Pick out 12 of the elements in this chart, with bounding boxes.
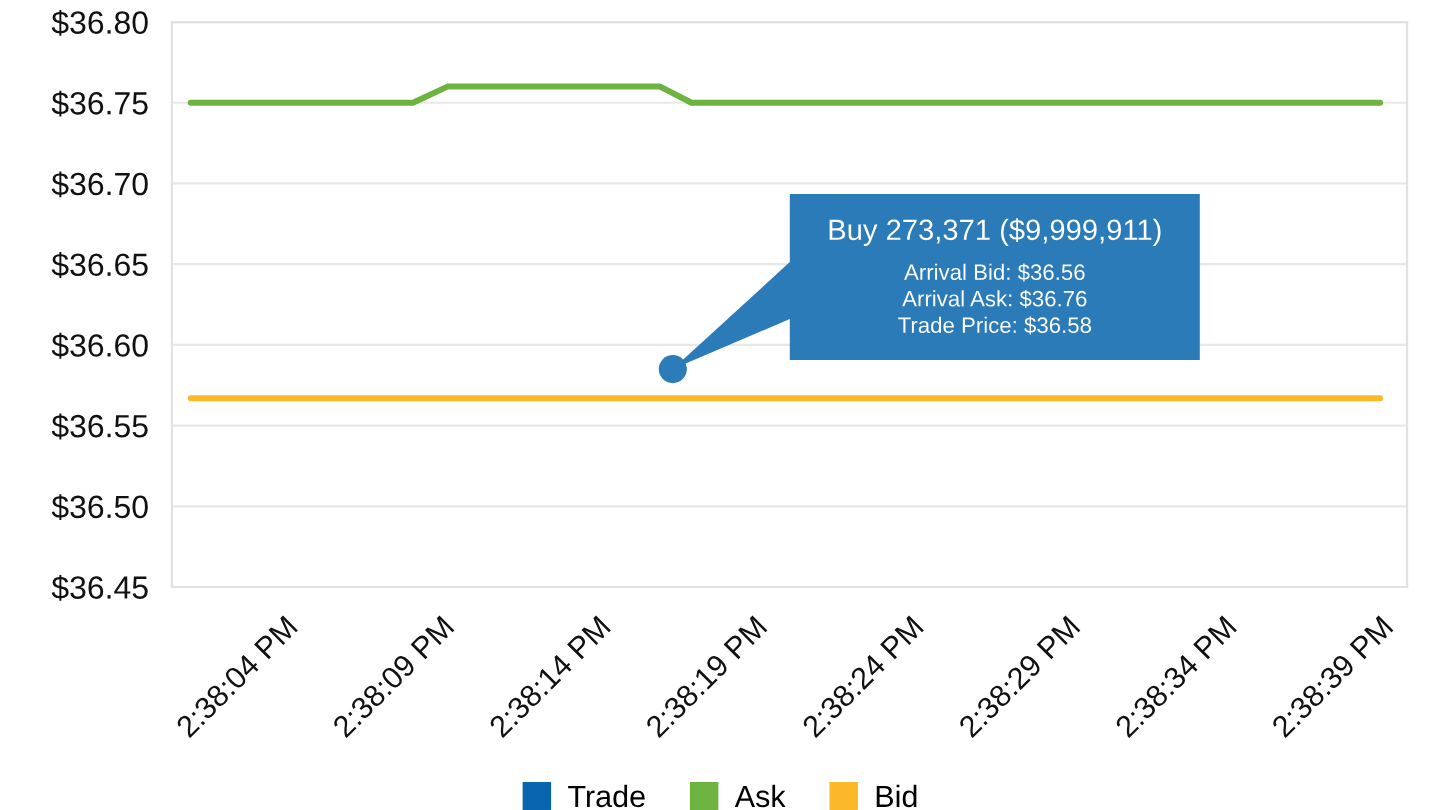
- legend-label: Ask: [734, 784, 786, 808]
- legend-label: Trade: [568, 784, 645, 808]
- y-tick-label: $36.60: [51, 332, 148, 359]
- annotation: Buy 273,371 ($9,999,911) Arrival Bid: $36.56 Arrival Ask: $36.76 Trade Price: $36.58: [829, 218, 1161, 335]
- legend-label: Bid: [876, 784, 917, 808]
- y-tick-label: $36.65: [51, 252, 148, 278]
- y-tick-label: $36.70: [51, 171, 148, 198]
- y-tick-label: $36.55: [51, 413, 148, 440]
- y-tick-label: $36.50: [51, 494, 148, 521]
- y-tick-label: $36.45: [51, 574, 148, 601]
- y-tick-label: $36.75: [51, 90, 148, 117]
- y-tick-label: $36.80: [51, 9, 148, 36]
